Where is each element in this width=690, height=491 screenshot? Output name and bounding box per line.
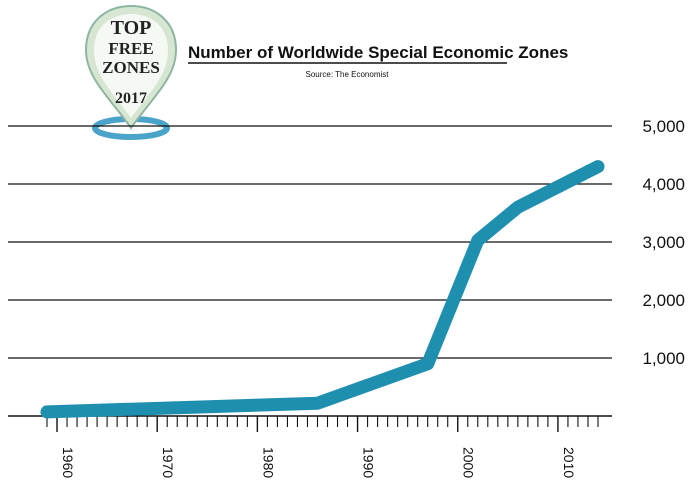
- logo-year: 2017: [115, 90, 147, 107]
- x-tick-label: 1970: [160, 447, 176, 478]
- data-point: [476, 238, 480, 242]
- chart-subtitle: Source: The Economist: [305, 70, 389, 79]
- y-tick-label: 2,000: [642, 291, 685, 310]
- data-point: [315, 401, 319, 405]
- data-point: [45, 410, 49, 414]
- y-axis-ticks: 1,000 2,000 3,000 4,000 5,000: [642, 117, 685, 368]
- series-line: [40, 160, 605, 419]
- data-point: [426, 362, 430, 366]
- data-point: [596, 165, 600, 169]
- x-tick-label: 1960: [60, 447, 76, 478]
- logo-line-1: TOP: [111, 17, 152, 39]
- y-tick-label: 4,000: [642, 175, 685, 194]
- y-tick-label: 5,000: [642, 117, 685, 136]
- series-layer: [40, 160, 605, 419]
- logo-line-3: ZONES: [102, 58, 160, 77]
- top-free-zones-logo: TOP FREE ZONES 2017: [84, 4, 178, 140]
- gridlines: [8, 125, 612, 359]
- y-tick-label: 3,000: [642, 233, 685, 252]
- x-tick-label: 1980: [260, 447, 276, 478]
- x-axis: 1960 1970 1980 1990 2000 2010: [8, 415, 612, 478]
- chart-title: Number of Worldwide Special Economic Zon…: [188, 43, 568, 62]
- y-tick-label: 1,000: [642, 349, 685, 368]
- logo-line-2: FREE: [108, 39, 153, 58]
- x-tick-label: 2000: [461, 447, 477, 478]
- x-tick-label: 2010: [561, 447, 577, 478]
- x-tick-label: 1990: [361, 447, 377, 478]
- data-point: [516, 205, 520, 209]
